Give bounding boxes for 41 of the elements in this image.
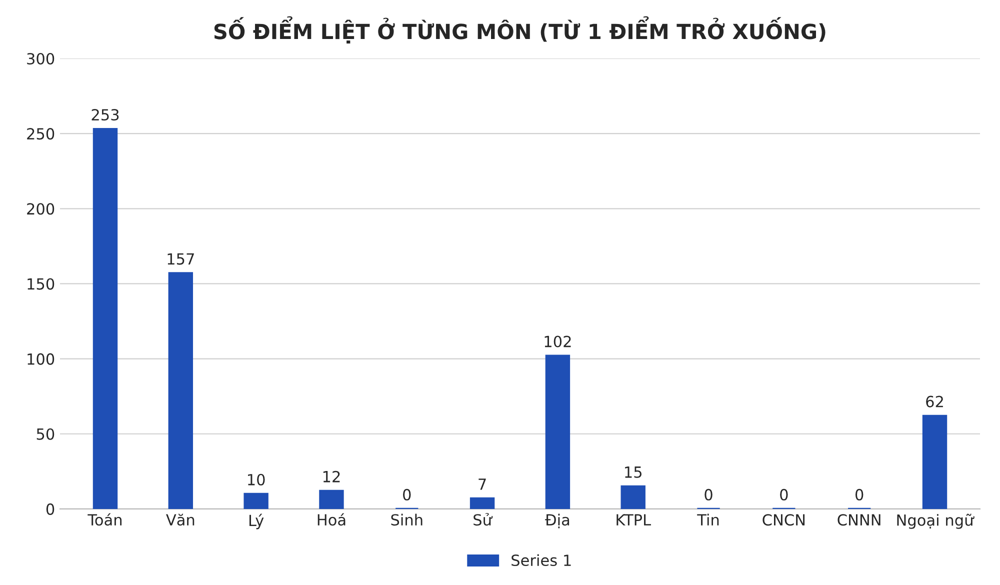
bar [244,492,268,509]
data-label: 157 [168,253,194,265]
x-tick-label: Tin [697,514,719,526]
x-tick-label: KTPL [616,514,651,526]
x-tick-label: CNCN [762,514,805,526]
chart-title: SỐ ĐIỂM LIỆT Ở TỪNG MÔN (TỪ 1 ĐIỂM TRỞ XUỐNG) [214,16,826,44]
x-tick-label: CNNN [838,514,880,526]
data-label: 10 [248,474,265,486]
x-tick-label: Ngoại ngữ [897,514,974,529]
y-tick-label: 200 [27,203,54,215]
y-tick-label: 250 [27,128,54,140]
x-tick-label: Lý [249,514,264,530]
y-tick-label: 150 [28,278,54,290]
bar [620,485,646,509]
data-label: 0 [704,488,712,500]
bar [545,354,570,509]
y-tick-label: 100 [28,353,54,365]
data-label: 12 [323,470,340,482]
bar [168,272,194,509]
y-tick-label: 300 [27,52,54,65]
x-tick-label: Toán [88,513,122,526]
data-label: 0 [403,488,411,500]
bar [470,497,495,509]
y-tick-label: 50 [36,428,54,440]
data-label: 62 [926,396,943,408]
x-tick-label: Địa [545,514,570,528]
bar [92,128,118,509]
legend-label: Series 1 [512,554,571,566]
data-label: 253 [92,109,119,121]
data-label: 0 [855,488,864,500]
x-tick-label: Sinh [391,514,422,526]
data-label: 15 [625,466,642,478]
x-tick-label: Sử [474,513,493,526]
x-tick-label: Văn [166,514,194,526]
bar [922,414,948,509]
y-tick-label: 0 [46,503,54,515]
data-label: 102 [544,336,571,348]
x-tick-label: Hoá [318,513,346,526]
data-label: 7 [478,478,486,490]
bar [319,490,344,509]
data-label: 0 [780,488,788,500]
